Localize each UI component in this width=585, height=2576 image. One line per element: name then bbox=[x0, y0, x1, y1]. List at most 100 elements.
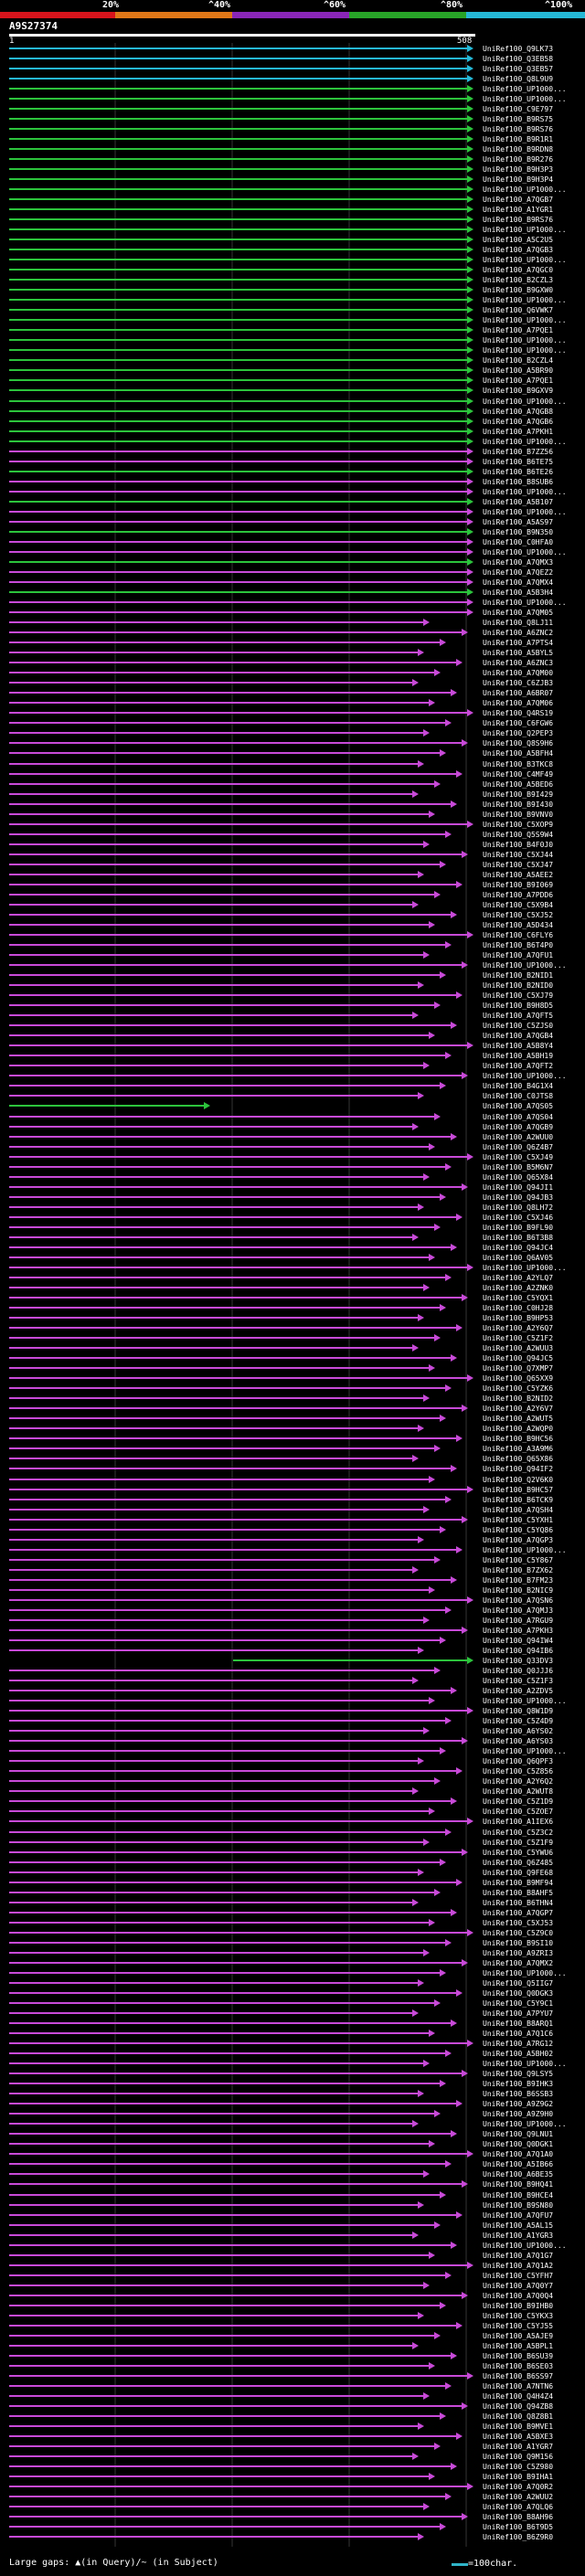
hit-label[interactable]: UniRef100_C0HJ28 bbox=[483, 1304, 553, 1312]
hit-label[interactable]: UniRef100_B6T9D5 bbox=[483, 2523, 553, 2531]
hit-label[interactable]: UniRef100_UP1000... bbox=[483, 85, 567, 93]
hit-label[interactable]: UniRef100_UP1000... bbox=[483, 488, 567, 496]
hit-label[interactable]: UniRef100_A7Q0R2 bbox=[483, 2483, 553, 2491]
hit-label[interactable]: UniRef100_B6T3B8 bbox=[483, 1234, 553, 1242]
hit-label[interactable]: UniRef100_A1YGR7 bbox=[483, 2443, 553, 2451]
hit-label[interactable]: UniRef100_A6ZNC3 bbox=[483, 659, 553, 667]
hit-label[interactable]: UniRef100_A2WUU3 bbox=[483, 1344, 553, 1352]
hit-label[interactable]: UniRef100_UP1000... bbox=[483, 1264, 567, 1272]
hit-label[interactable]: UniRef100_B6SE03 bbox=[483, 2362, 553, 2370]
hit-label[interactable]: UniRef100_Q8LJ11 bbox=[483, 619, 553, 627]
hit-label[interactable]: UniRef100_B9H8D5 bbox=[483, 1002, 553, 1010]
hit-label[interactable]: UniRef100_Q9LSY5 bbox=[483, 2070, 553, 2078]
hit-label[interactable]: UniRef100_A2Y6Q7 bbox=[483, 1324, 553, 1332]
hit-label[interactable]: UniRef100_A7RG12 bbox=[483, 2040, 553, 2048]
hit-label[interactable]: UniRef100_B6SS97 bbox=[483, 2372, 553, 2380]
hit-label[interactable]: UniRef100_UP1000... bbox=[483, 438, 567, 446]
hit-label[interactable]: UniRef100_A9Z9H0 bbox=[483, 2110, 553, 2118]
hit-label[interactable]: UniRef100_C5YWU6 bbox=[483, 1849, 553, 1857]
hit-label[interactable]: UniRef100_A7QM05 bbox=[483, 609, 553, 617]
hit-label[interactable]: UniRef100_B9I069 bbox=[483, 881, 553, 889]
hit-label[interactable]: UniRef100_A6YS03 bbox=[483, 1737, 553, 1745]
hit-label[interactable]: UniRef100_A1YGR3 bbox=[483, 2231, 553, 2240]
hit-label[interactable]: UniRef100_A5BPL1 bbox=[483, 2342, 553, 2350]
hit-label[interactable]: UniRef100_B9MF94 bbox=[483, 1879, 553, 1887]
hit-label[interactable]: UniRef100_UP1000... bbox=[483, 2242, 567, 2250]
hit-label[interactable]: UniRef100_Q6VWK7 bbox=[483, 306, 553, 314]
hit-label[interactable]: UniRef100_C5YQX1 bbox=[483, 1294, 553, 1302]
hit-label[interactable]: UniRef100_A7QGB4 bbox=[483, 1032, 553, 1040]
hit-label[interactable]: UniRef100_A5AEE2 bbox=[483, 871, 553, 879]
hit-label[interactable]: UniRef100_C5Z1D9 bbox=[483, 1797, 553, 1806]
hit-label[interactable]: UniRef100_B9HC56 bbox=[483, 1435, 553, 1443]
hit-label[interactable]: UniRef100_A7PTS4 bbox=[483, 639, 553, 647]
hit-label[interactable]: UniRef100_B6SU39 bbox=[483, 2352, 553, 2360]
hit-label[interactable]: UniRef100_UP1000... bbox=[483, 548, 567, 557]
hit-label[interactable]: UniRef100_A5AS97 bbox=[483, 518, 553, 526]
hit-label[interactable]: UniRef100_Q94IB6 bbox=[483, 1647, 553, 1655]
hit-label[interactable]: UniRef100_Q94JB3 bbox=[483, 1193, 553, 1202]
hit-label[interactable]: UniRef100_Q9FE68 bbox=[483, 1869, 553, 1877]
hit-label[interactable]: UniRef100_A5BED6 bbox=[483, 780, 553, 789]
hit-label[interactable]: UniRef100_B9HP53 bbox=[483, 1314, 553, 1322]
hit-label[interactable]: UniRef100_A9ZRI3 bbox=[483, 1949, 553, 1957]
hit-label[interactable]: UniRef100_UP1000... bbox=[483, 961, 567, 970]
hit-label[interactable]: UniRef100_C5YQ86 bbox=[483, 1526, 553, 1534]
hit-label[interactable]: UniRef100_C5ZOE7 bbox=[483, 1807, 553, 1816]
hit-label[interactable]: UniRef100_Q65XX9 bbox=[483, 1374, 553, 1383]
hit-label[interactable]: UniRef100_Q94IF2 bbox=[483, 1465, 553, 1473]
hit-label[interactable]: UniRef100_A7QMX2 bbox=[483, 1959, 553, 1967]
hit-label[interactable]: UniRef100_Q4RS19 bbox=[483, 709, 553, 717]
hit-label[interactable]: UniRef100_A1IEX6 bbox=[483, 1818, 553, 1826]
hit-label[interactable]: UniRef100_A7PDD6 bbox=[483, 891, 553, 899]
hit-label[interactable]: UniRef100_A7NTN6 bbox=[483, 2382, 553, 2390]
hit-label[interactable]: UniRef100_UP1000... bbox=[483, 1697, 567, 1705]
hit-label[interactable]: UniRef100_C5XJ53 bbox=[483, 1919, 553, 1927]
hit-label[interactable]: UniRef100_A5BH19 bbox=[483, 1052, 553, 1060]
hit-label[interactable]: UniRef100_UP1000... bbox=[483, 398, 567, 406]
hit-label[interactable]: UniRef100_A7Q1A0 bbox=[483, 2150, 553, 2158]
hit-label[interactable]: UniRef100_C5XJ46 bbox=[483, 1214, 553, 1222]
hit-label[interactable]: UniRef100_B7FM23 bbox=[483, 1576, 553, 1585]
hit-label[interactable]: UniRef100_B9RS75 bbox=[483, 115, 553, 123]
hit-label[interactable]: UniRef100_Q0DGK1 bbox=[483, 2140, 553, 2148]
hit-label[interactable]: UniRef100_B9HCE4 bbox=[483, 2191, 553, 2200]
hit-label[interactable]: UniRef100_UP1000... bbox=[483, 1072, 567, 1080]
hit-label[interactable]: UniRef100_Q6QPF3 bbox=[483, 1757, 553, 1765]
hit-label[interactable]: UniRef100_A5BFH4 bbox=[483, 749, 553, 758]
hit-label[interactable]: UniRef100_C5YZK6 bbox=[483, 1384, 553, 1393]
hit-label[interactable]: UniRef100_C6ZJB3 bbox=[483, 679, 553, 687]
hit-label[interactable]: UniRef100_Q4H4Z4 bbox=[483, 2392, 553, 2401]
hit-label[interactable]: UniRef100_B6TE26 bbox=[483, 468, 553, 476]
hit-label[interactable]: UniRef100_A7PKH1 bbox=[483, 428, 553, 436]
hit-label[interactable]: UniRef100_B9IHA1 bbox=[483, 2473, 553, 2481]
hit-label[interactable]: UniRef100_A7QFU1 bbox=[483, 951, 553, 959]
hit-label[interactable]: UniRef100_Q8L9U9 bbox=[483, 75, 553, 83]
hit-label[interactable]: UniRef100_B9SN80 bbox=[483, 2201, 553, 2210]
hit-label[interactable]: UniRef100_B2NID1 bbox=[483, 971, 553, 980]
hit-label[interactable]: UniRef100_B7ZZ56 bbox=[483, 448, 553, 456]
hit-label[interactable]: UniRef100_C6FLY6 bbox=[483, 931, 553, 939]
hit-label[interactable]: UniRef100_UP1000... bbox=[483, 599, 567, 607]
hit-label[interactable]: UniRef100_B8AH96 bbox=[483, 2513, 553, 2521]
hit-label[interactable]: UniRef100_A7QGC0 bbox=[483, 266, 553, 274]
hit-label[interactable]: UniRef100_UP1000... bbox=[483, 2120, 567, 2128]
hit-label[interactable]: UniRef100_Q0JJJ6 bbox=[483, 1667, 553, 1675]
hit-label[interactable]: UniRef100_B2CZL3 bbox=[483, 276, 553, 284]
hit-label[interactable]: UniRef100_UP1000... bbox=[483, 186, 567, 194]
hit-label[interactable]: UniRef100_A6YS02 bbox=[483, 1727, 553, 1735]
hit-label[interactable]: UniRef100_A5C2U5 bbox=[483, 236, 553, 244]
hit-label[interactable]: UniRef100_A7Q1G7 bbox=[483, 2252, 553, 2260]
hit-label[interactable]: UniRef100_B9HC57 bbox=[483, 1486, 553, 1494]
hit-label[interactable]: UniRef100_A5AJE9 bbox=[483, 2332, 553, 2340]
hit-label[interactable]: UniRef100_B4F0J0 bbox=[483, 841, 553, 849]
hit-label[interactable]: UniRef100_B9HQ41 bbox=[483, 2180, 553, 2189]
hit-label[interactable]: UniRef100_C5Y867 bbox=[483, 1556, 553, 1564]
hit-label[interactable]: UniRef100_C5Z3C2 bbox=[483, 1829, 553, 1837]
hit-label[interactable]: UniRef100_A7QFU7 bbox=[483, 2211, 553, 2220]
hit-label[interactable]: UniRef100_A7QMX3 bbox=[483, 558, 553, 567]
hit-label[interactable]: UniRef100_A2WUT5 bbox=[483, 1415, 553, 1423]
hit-label[interactable]: UniRef100_C0JTS8 bbox=[483, 1092, 553, 1100]
hit-label[interactable]: UniRef100_A7PQE1 bbox=[483, 376, 553, 385]
hit-label[interactable]: UniRef100_A7PQE1 bbox=[483, 326, 553, 334]
